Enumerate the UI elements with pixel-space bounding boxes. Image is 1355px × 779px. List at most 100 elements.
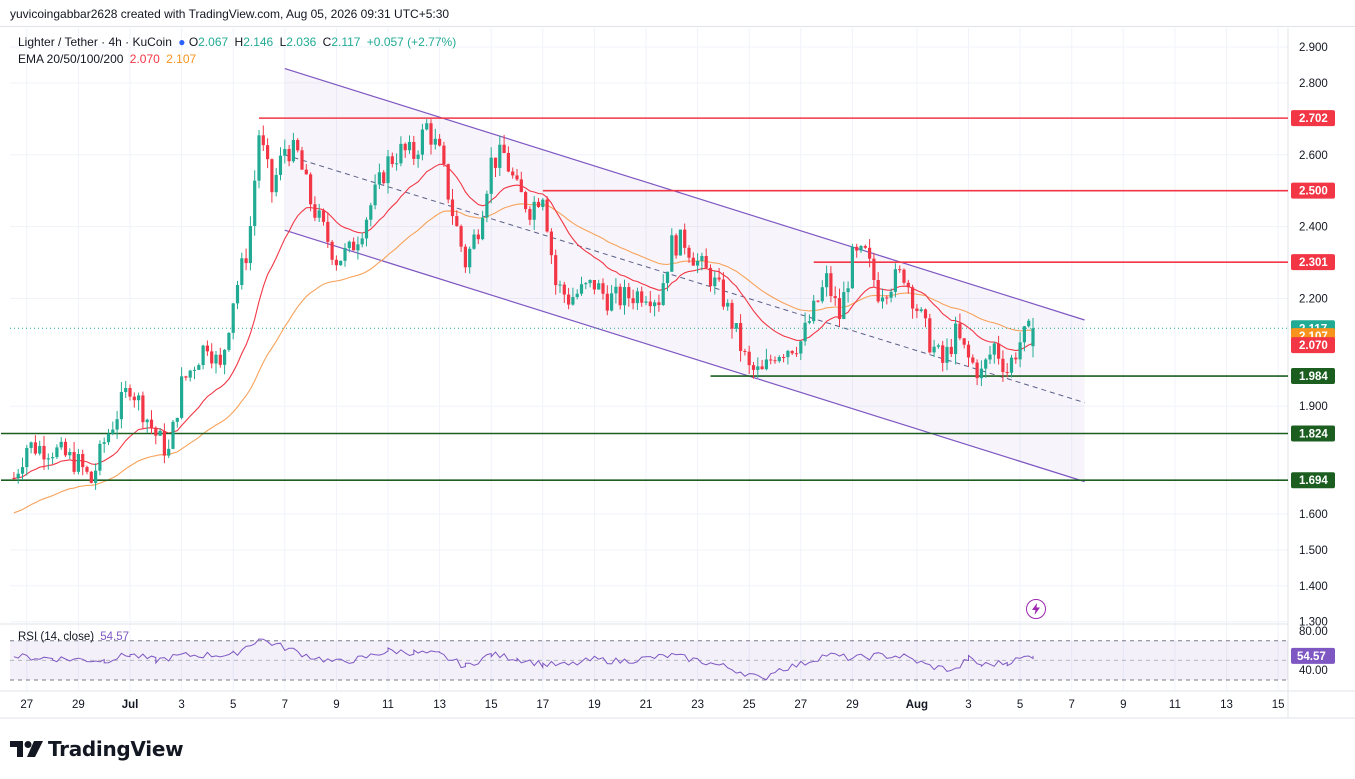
candle-body <box>816 300 820 302</box>
candle-body <box>567 294 571 305</box>
candle-body <box>347 241 351 249</box>
candle-body <box>339 260 343 266</box>
candle-body <box>837 298 842 320</box>
candle-body <box>360 238 364 245</box>
ema-20-line <box>13 163 1034 479</box>
ohlc-close-label: C <box>322 35 332 49</box>
x-tick-label: 21 <box>640 699 653 711</box>
ohlc-high-label: H <box>234 35 244 49</box>
candle-body <box>438 138 442 146</box>
y-tick-label: 1.400 <box>1299 581 1328 593</box>
candle-body <box>928 318 932 353</box>
candle-body <box>493 157 498 168</box>
candle-body <box>984 359 988 369</box>
candle-body <box>403 143 407 151</box>
candle-body <box>528 209 532 220</box>
lightning-icon[interactable] <box>1026 599 1046 619</box>
candle-body <box>911 287 915 309</box>
candle-body <box>395 163 399 165</box>
candle-body <box>730 302 734 329</box>
candle-body <box>571 297 575 305</box>
candle-body <box>958 323 962 339</box>
candle-body <box>72 452 76 472</box>
candle-body <box>248 226 252 264</box>
level-badge-text: 1.984 <box>1299 371 1328 383</box>
candle-body <box>532 201 536 220</box>
candle-body <box>1018 342 1022 360</box>
candle-body <box>377 172 381 185</box>
candle-body <box>949 346 953 355</box>
support-level-badge <box>1291 472 1335 489</box>
candle-body <box>1014 357 1018 360</box>
candle-body <box>820 287 824 302</box>
candle-body <box>167 448 171 456</box>
support-level-badge <box>1291 425 1335 442</box>
candle-body <box>966 344 971 358</box>
candle-body <box>20 467 25 474</box>
candle-body <box>296 140 300 151</box>
candle-body <box>846 288 850 293</box>
candle-body <box>128 388 132 397</box>
resistance-level-badge <box>1291 110 1335 127</box>
candle-body <box>739 323 743 351</box>
candle-body <box>588 280 592 284</box>
candle-body <box>876 280 880 302</box>
candle-body <box>794 353 799 355</box>
candle-body <box>941 345 945 363</box>
candle-body <box>29 442 33 448</box>
ohlc-open-label: O <box>188 35 199 49</box>
ema-legend[interactable]: EMA 20/50/100/200 2.070 2.107 <box>18 52 196 66</box>
candle-body <box>825 273 829 288</box>
candle-body <box>12 478 16 480</box>
candle-body <box>287 148 291 162</box>
candle-body <box>708 267 713 287</box>
x-tick-label: Jul <box>122 699 139 711</box>
candle-body <box>132 396 136 401</box>
candle-body <box>691 257 695 266</box>
ema-20-value: 2.070 <box>129 52 160 66</box>
tradingview-logo[interactable]: TradingView <box>10 737 184 761</box>
candle-body <box>85 467 89 472</box>
candle-body <box>760 366 764 370</box>
candle-body <box>541 199 545 207</box>
x-tick-label: 13 <box>1220 699 1233 711</box>
candle-body <box>1027 320 1031 327</box>
rsi-legend[interactable]: RSI (14, close) 54.57 <box>18 631 129 643</box>
x-tick-label: 3 <box>178 699 184 711</box>
x-tick-label: 23 <box>691 699 704 711</box>
candles <box>12 119 1035 490</box>
symbol-legend: Lighter / Tether · 4h · KuCoin ● O2.067 … <box>18 35 456 49</box>
candle-body <box>734 323 738 329</box>
candle-body <box>373 184 377 206</box>
candle-body <box>859 245 863 251</box>
level-badge-text: 1.824 <box>1299 428 1328 440</box>
candle-body <box>618 286 622 306</box>
candle-body <box>459 226 463 247</box>
candle-body <box>192 369 197 371</box>
candle-body <box>210 351 214 364</box>
candle-body <box>803 322 807 342</box>
candle-body <box>145 419 149 423</box>
candle-body <box>352 241 356 251</box>
x-tick-label: 19 <box>588 699 601 711</box>
candle-body <box>790 350 794 354</box>
candle-body <box>506 152 510 172</box>
ema-50-line <box>13 203 1033 514</box>
candle-body <box>1005 371 1009 373</box>
candle-body <box>154 427 158 436</box>
candle-body <box>807 321 811 323</box>
x-tick-label: 27 <box>20 699 33 711</box>
candle-body <box>223 349 227 365</box>
candle-body <box>115 419 119 430</box>
candle-body <box>661 283 665 305</box>
symbol-title[interactable]: Lighter / Tether · 4h · KuCoin <box>18 35 172 49</box>
candle-body <box>214 354 218 364</box>
candle-body <box>880 297 885 302</box>
attribution-text: yuvicoingabbar2628 created with TradingV… <box>10 7 450 21</box>
candle-body <box>149 419 154 428</box>
candle-body <box>51 457 55 459</box>
candle-body <box>446 164 450 200</box>
ohlc-open: 2.067 <box>198 35 229 49</box>
candle-body <box>915 308 919 312</box>
